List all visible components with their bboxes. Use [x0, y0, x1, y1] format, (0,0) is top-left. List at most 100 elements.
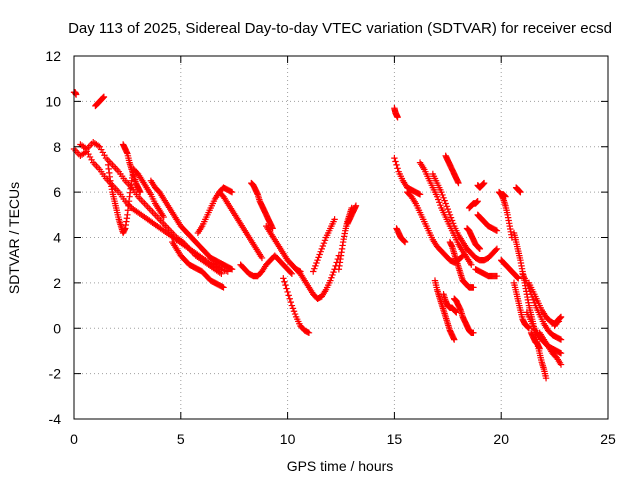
data-point-interp [443, 203, 450, 210]
y-tick-label: 2 [53, 275, 61, 291]
data-point-interp [287, 298, 295, 306]
chart-title: Day 113 of 2025, Sidereal Day-to-day VTE… [68, 20, 612, 37]
data-point-interp [287, 269, 295, 276]
y-tick-label: 0 [53, 320, 61, 336]
data-point [220, 284, 227, 291]
data-point [280, 275, 287, 282]
data-point [442, 200, 449, 207]
x-axis-label: GPS time / hours [287, 458, 394, 474]
data-point [288, 302, 296, 309]
data-point [446, 211, 454, 219]
data-point-interp [445, 208, 453, 216]
data-point [515, 275, 522, 282]
data-point-interp [436, 199, 443, 206]
data-point [493, 272, 501, 280]
data-point-interp [394, 165, 401, 172]
data-point-interp [281, 278, 288, 285]
x-tick-label: 25 [600, 431, 616, 447]
data-point-interp [330, 268, 337, 276]
data-point-interp [437, 201, 444, 209]
data-point [525, 325, 533, 332]
data-point [100, 93, 108, 101]
data-point [476, 245, 484, 253]
data-point [433, 193, 441, 200]
data-point [468, 261, 475, 268]
y-tick-label: 4 [53, 230, 61, 246]
data-point [493, 245, 501, 253]
data-point [288, 270, 296, 277]
y-tick-label: 6 [53, 184, 61, 200]
data-point-interp [321, 237, 329, 244]
data-point-interp [282, 281, 289, 289]
data-point-interp [291, 310, 299, 318]
data-point-interp [444, 205, 451, 213]
data-point-interp [286, 295, 293, 302]
y-axis-label: SDTVAR / TECUs [6, 182, 22, 294]
data-point [269, 225, 276, 232]
data-point-interp [447, 214, 455, 221]
data-point [493, 227, 501, 234]
data-point [470, 284, 477, 291]
data-point-interp [328, 274, 335, 281]
data-point [451, 336, 458, 343]
data-point-interp [392, 158, 399, 165]
data-point [352, 202, 360, 209]
data-point [228, 188, 236, 196]
data-point [536, 345, 543, 352]
data-point-interp [440, 194, 447, 201]
data-point-interp [283, 285, 290, 292]
x-tick-labels: 0 5 10 15 20 25 [70, 431, 616, 447]
data-point-interp [312, 262, 319, 270]
data-point-interp [289, 305, 297, 312]
data-point [160, 213, 167, 221]
data-point [391, 154, 398, 162]
data-point-interp [311, 265, 318, 272]
data-point [557, 336, 565, 343]
data-point-interp [315, 254, 322, 261]
data-point-interp [285, 292, 292, 299]
data-point-interp [313, 259, 320, 267]
data-point-interp [449, 220, 457, 227]
data-point [416, 191, 424, 198]
data-point-interp [316, 251, 323, 258]
data-point [258, 254, 266, 262]
data-point [310, 268, 317, 275]
data-point-interp [319, 242, 327, 250]
data-point [218, 270, 225, 277]
data-point [327, 277, 334, 284]
data-marks [70, 89, 565, 382]
x-tick-label: 5 [177, 431, 185, 447]
data-point-interp [441, 197, 448, 204]
data-point [394, 114, 401, 121]
y-tick-label: 12 [45, 48, 61, 64]
data-point [284, 288, 291, 296]
x-tick-label: 20 [493, 431, 509, 447]
data-point-interp [530, 296, 537, 304]
data-point-interp [448, 217, 456, 224]
data-point-interp [329, 271, 336, 279]
data-point-interp [439, 191, 446, 199]
y-tick-label: -2 [49, 366, 62, 382]
y-tick-label: -4 [49, 411, 62, 427]
data-point [438, 188, 445, 196]
x-tick-label: 10 [280, 431, 296, 447]
data-point [137, 188, 144, 196]
data-point-interp [290, 308, 298, 315]
data-point [228, 266, 236, 273]
data-point [455, 179, 462, 187]
data-point [314, 256, 321, 264]
data-point-interp [320, 239, 328, 247]
x-tick-label: 15 [387, 431, 403, 447]
data-point [557, 361, 565, 368]
data-point [474, 198, 481, 205]
data-point [517, 188, 524, 196]
data-point [470, 329, 477, 336]
y-tick-labels: -4 -2 0 2 4 6 8 10 12 [45, 48, 61, 427]
y-tick-label: 8 [53, 139, 61, 155]
data-point [318, 245, 325, 253]
data-point [557, 350, 565, 357]
data-point-interp [492, 246, 500, 254]
axis-ticks [73, 55, 609, 420]
x-tick-label: 0 [70, 431, 78, 447]
